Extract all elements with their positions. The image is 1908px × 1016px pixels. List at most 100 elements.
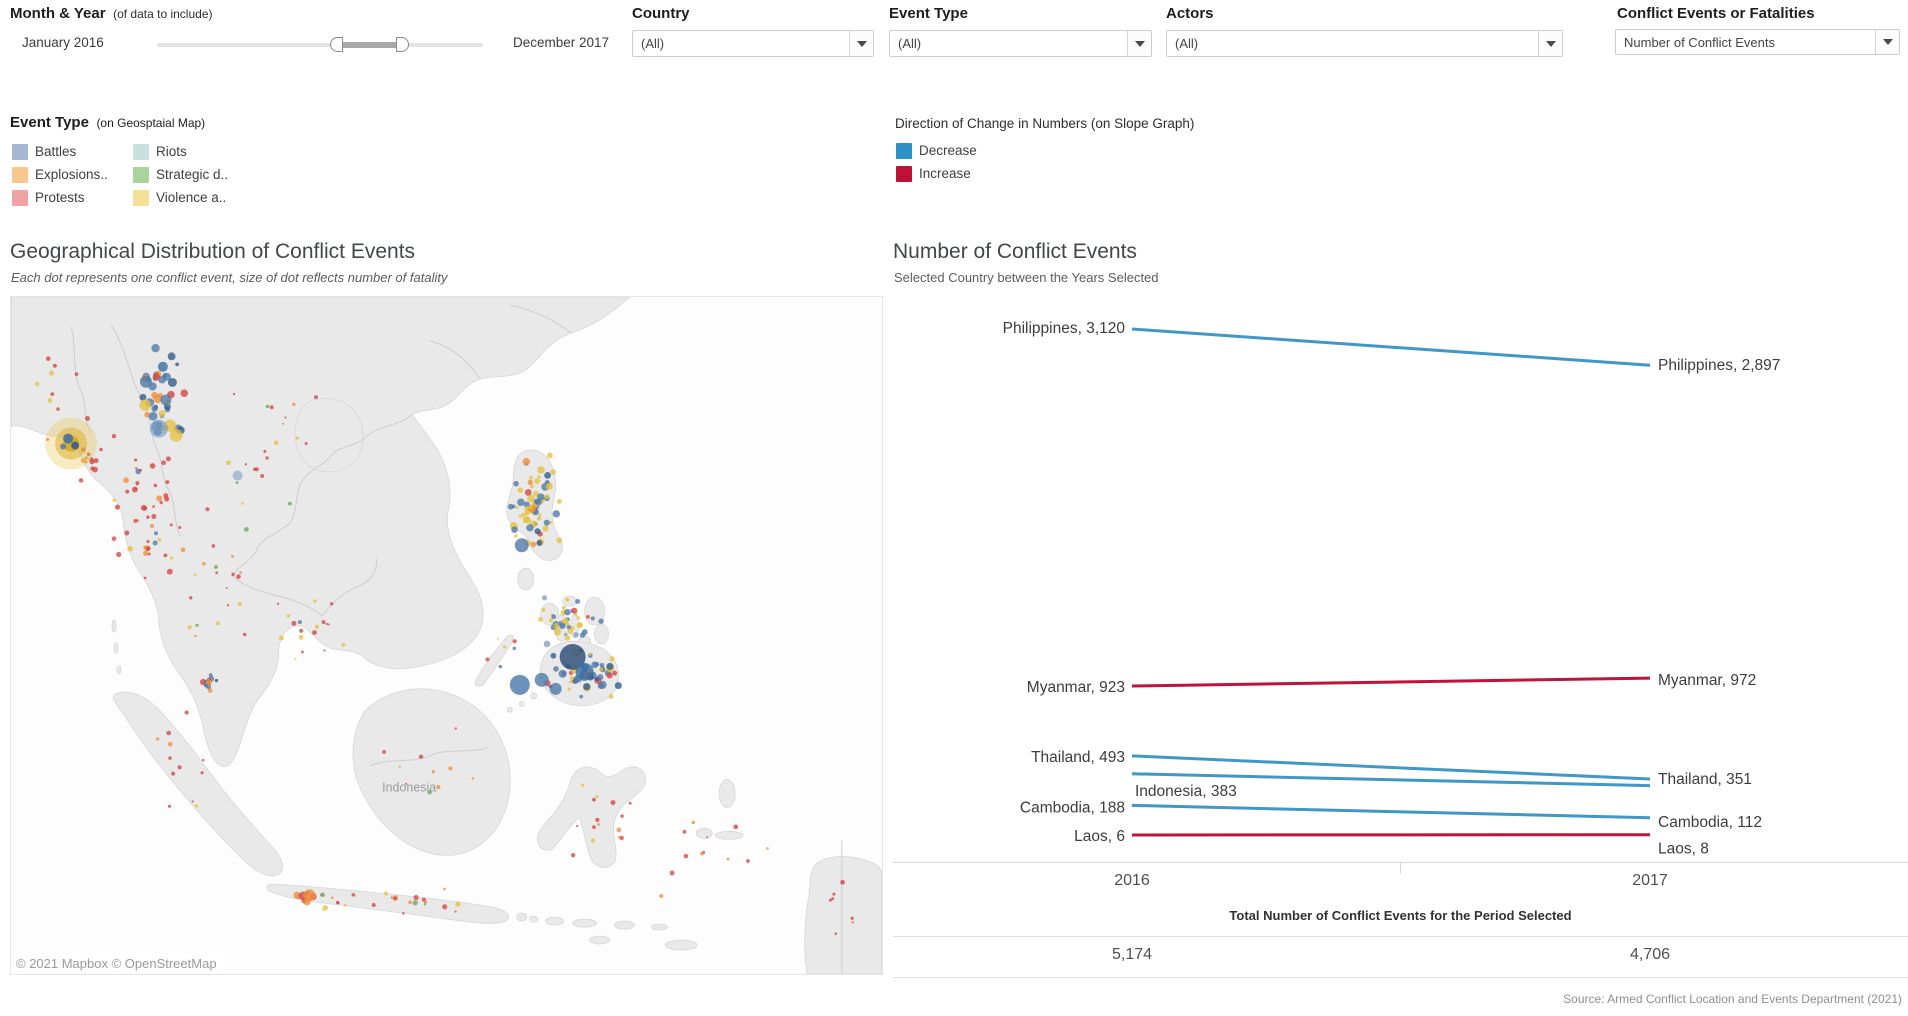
conflict-dot — [592, 797, 596, 802]
legend-item-strategic[interactable]: Strategic d.. — [133, 163, 228, 186]
conflict-dot — [125, 489, 130, 494]
conflict-dot — [599, 662, 605, 668]
conflict-dot — [163, 553, 168, 558]
source-caption: Source: Armed Conflict Location and Even… — [1563, 992, 1902, 1006]
conflict-dot — [418, 754, 424, 759]
conflict-dot — [538, 616, 543, 622]
conflict-dot — [575, 599, 581, 604]
conflict-dot — [612, 670, 618, 676]
conflict-dot — [322, 905, 328, 911]
month-year-slider-track[interactable] — [157, 43, 483, 47]
slider-handle-start[interactable] — [330, 37, 343, 52]
slope-label-2017-cambodia: Cambodia, 112 — [1658, 814, 1762, 831]
conflict-dot — [151, 391, 158, 399]
conflict-dot — [327, 623, 330, 626]
conflict-dot — [157, 537, 162, 542]
conflict-dot — [592, 825, 596, 830]
geo-map[interactable]: Indonesia © 2021 Mapbox © OpenStreetMap — [10, 296, 883, 975]
conflict-dot — [149, 523, 154, 528]
conflict-dot — [513, 480, 519, 487]
conflict-dot — [551, 614, 557, 620]
legend-item-protests[interactable]: Protests — [12, 186, 133, 209]
total-2016: 5,174 — [1111, 946, 1153, 963]
conflict-dot — [538, 513, 542, 517]
slope-line-indonesia[interactable] — [1131, 772, 1651, 788]
conflict-dot — [561, 619, 566, 624]
map-canvas[interactable]: Indonesia — [10, 296, 883, 975]
legend-item-battles[interactable]: Battles — [12, 140, 133, 163]
conflict-dot — [48, 370, 54, 376]
slope-chart[interactable]: Philippines, 3,120 Philippines, 2,897 Myan… — [893, 296, 1908, 862]
slope-panel-title: Number of Conflict Events — [893, 240, 1137, 263]
conflict-dot — [284, 416, 287, 419]
conflict-dot — [561, 605, 566, 610]
country-dropdown[interactable]: (All) — [632, 30, 874, 57]
conflict-dot — [850, 916, 854, 920]
conflict-dot — [139, 393, 147, 401]
event-type-legend-title: Event Type (on Geosptaial Map) — [10, 114, 206, 131]
conflict-dot — [574, 613, 578, 617]
conflict-dot — [230, 554, 234, 558]
conflict-dot — [215, 571, 219, 575]
metric-dropdown[interactable]: Number of Conflict Events — [1615, 29, 1900, 55]
actors-filter-label: Actors — [1166, 5, 1214, 22]
conflict-dot — [351, 892, 356, 897]
conflict-dot — [556, 499, 562, 504]
legend-item-riots[interactable]: Riots — [133, 140, 228, 163]
conflict-dot — [573, 632, 579, 638]
conflict-dot — [576, 825, 579, 828]
conflict-dot — [606, 662, 614, 670]
legend-item-explosions[interactable]: Explosions.. — [12, 163, 133, 186]
conflict-dot — [331, 896, 334, 900]
conflict-dot — [511, 504, 516, 509]
conflict-dot — [659, 894, 664, 899]
conflict-dot — [550, 469, 556, 475]
conflict-dot — [239, 571, 243, 575]
conflict-dot — [205, 507, 210, 512]
conflict-dot — [523, 501, 530, 508]
conflict-dot — [321, 620, 326, 625]
conflict-dots[interactable] — [35, 344, 855, 936]
conflict-dot — [145, 546, 151, 551]
conflict-dot — [194, 634, 197, 638]
event-type-dropdown[interactable]: (All) — [889, 30, 1152, 57]
actors-dropdown[interactable]: (All) — [1166, 30, 1563, 57]
conflict-dot — [610, 800, 616, 806]
conflict-dot — [159, 500, 163, 505]
slope-label-2016-philippines: Philippines, 3,120 — [1003, 320, 1126, 337]
country-dropdown-button[interactable] — [849, 31, 873, 56]
slider-handle-end[interactable] — [396, 37, 409, 52]
conflict-dot — [412, 900, 418, 906]
conflict-dot — [180, 547, 186, 553]
actors-dropdown-button[interactable] — [1538, 31, 1562, 56]
legend-item-violence[interactable]: Violence a.. — [133, 186, 228, 209]
slider-start-label: January 2016 — [22, 35, 104, 50]
conflict-dot — [135, 467, 138, 470]
decrease-swatch-icon — [896, 142, 912, 159]
slope-label-2016-indonesia: Indonesia, 383 — [1135, 783, 1237, 800]
slope-line-thailand[interactable] — [1131, 754, 1651, 781]
legend-item-decrease[interactable]: Decrease — [896, 139, 977, 162]
conflict-dot — [111, 536, 117, 541]
conflict-dot — [299, 628, 304, 633]
conflict-dot — [56, 407, 60, 411]
slope-line-philippines[interactable] — [1131, 327, 1651, 367]
conflict-dot — [78, 478, 84, 483]
conflict-dot — [354, 894, 357, 897]
conflict-dot — [507, 503, 514, 510]
event-type-dropdown-button[interactable] — [1127, 31, 1151, 56]
legend-item-increase[interactable]: Increase — [896, 162, 977, 185]
conflict-dot — [304, 441, 308, 445]
conflict-dot — [514, 534, 518, 538]
slope-line-myanmar[interactable] — [1131, 676, 1651, 688]
conflict-dot — [606, 672, 613, 679]
slope-line-cambodia[interactable] — [1131, 803, 1651, 820]
conflict-dot — [187, 625, 192, 630]
conflict-dot — [537, 475, 541, 479]
conflict-dot — [831, 897, 835, 901]
conflict-dot — [112, 498, 116, 502]
month-year-slider-range[interactable] — [337, 42, 403, 48]
event-type-dropdown-value: (All) — [898, 36, 922, 51]
metric-dropdown-button[interactable] — [1875, 30, 1899, 54]
conflict-dot — [579, 632, 586, 638]
